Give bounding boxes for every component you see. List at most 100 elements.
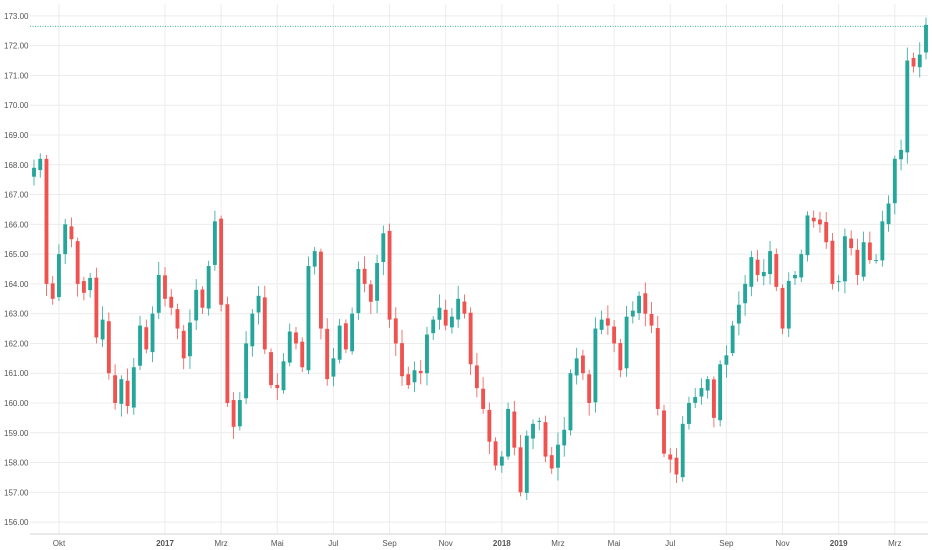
candle-body <box>793 274 797 279</box>
candle-body <box>786 280 791 329</box>
candle <box>250 309 255 357</box>
candle <box>643 282 648 327</box>
candle <box>506 402 511 460</box>
candle-body <box>337 325 342 360</box>
candle-body <box>212 221 217 265</box>
candle-body <box>125 380 130 406</box>
candle <box>587 369 592 416</box>
candle <box>50 276 55 305</box>
candle <box>212 210 217 271</box>
candle <box>456 285 461 328</box>
candle <box>169 289 174 316</box>
candle <box>874 254 879 264</box>
candle-body <box>580 355 585 374</box>
y-tick-label: 157.00 <box>4 488 29 497</box>
candle-body <box>593 328 598 403</box>
y-tick-label: 161.00 <box>4 369 29 378</box>
y-tick-label: 163.00 <box>4 310 29 319</box>
candle-body <box>343 323 348 350</box>
candle-body <box>119 379 124 404</box>
candle <box>836 275 841 292</box>
candle <box>499 450 504 473</box>
candle <box>306 256 311 375</box>
candle-body <box>431 319 436 334</box>
candle-body <box>406 374 411 386</box>
candle-body <box>113 375 118 403</box>
candle <box>350 307 355 355</box>
candle-body <box>63 224 68 255</box>
y-axis-ticks: 156.00 157.00 158.00 159.00 160.00 161.00 162.… <box>4 12 29 527</box>
candle-body <box>400 343 404 377</box>
candle-body <box>506 408 511 457</box>
candle <box>468 307 473 375</box>
candle <box>512 400 517 456</box>
candle-body <box>188 322 192 357</box>
candle-body <box>418 370 423 374</box>
candle-body <box>668 454 673 460</box>
candle-body <box>387 230 392 320</box>
candle <box>780 284 785 335</box>
candle <box>57 244 61 301</box>
candle-body <box>867 242 872 261</box>
candle-body <box>818 219 822 225</box>
candle-body <box>556 444 560 468</box>
candle-body <box>200 289 205 308</box>
candle-body <box>250 313 255 347</box>
candle-body <box>356 269 361 314</box>
candle <box>225 296 230 407</box>
candle <box>749 250 754 297</box>
candle-body <box>899 149 903 160</box>
candle-body <box>917 54 922 68</box>
candle <box>431 316 436 341</box>
candle <box>543 415 548 462</box>
candle <box>181 324 186 370</box>
candle <box>113 364 118 410</box>
candle <box>418 360 423 385</box>
candle-body <box>381 233 386 262</box>
candle-body <box>169 296 174 308</box>
candle-body <box>643 293 648 314</box>
candle-body <box>880 221 885 261</box>
candle <box>917 42 922 78</box>
candle-body <box>543 422 548 457</box>
candle <box>63 218 68 265</box>
candle-body <box>749 257 754 287</box>
x-tick-label: 2018 <box>493 539 511 548</box>
candle <box>830 232 835 290</box>
candle <box>718 360 723 427</box>
candle-body <box>568 373 573 431</box>
candle <box>474 353 479 398</box>
candle <box>275 373 280 400</box>
candle <box>356 261 361 320</box>
candle-body <box>693 397 698 403</box>
candle-body <box>350 313 355 352</box>
candle <box>774 248 779 292</box>
candle <box>75 237 80 297</box>
candle-body <box>562 429 567 446</box>
candle <box>562 416 567 457</box>
candle <box>805 211 810 262</box>
candle-body <box>181 330 186 359</box>
candle <box>138 315 142 371</box>
candle-body <box>924 24 928 53</box>
candle-body <box>287 331 292 363</box>
candle <box>256 285 261 325</box>
candle-body <box>836 280 841 283</box>
candle <box>687 396 691 430</box>
candle <box>487 402 492 454</box>
candle <box>194 279 199 331</box>
candle-body <box>824 222 829 243</box>
candle <box>743 274 748 316</box>
candle-body <box>842 236 847 282</box>
x-tick-label: Nov <box>439 539 453 548</box>
candle <box>406 366 411 389</box>
candle <box>911 52 916 73</box>
x-tick-label: Nov <box>775 539 789 548</box>
x-axis-ticks: Okt 2017 Mrz Mai Jul Sep Nov 2018 Mrz Mai Jul Sep No… <box>53 539 902 548</box>
candle-body <box>830 240 835 284</box>
candle <box>574 347 579 385</box>
candle-body <box>456 298 461 320</box>
candle-body <box>468 312 473 365</box>
candle-body <box>755 259 760 275</box>
candle <box>768 241 772 285</box>
